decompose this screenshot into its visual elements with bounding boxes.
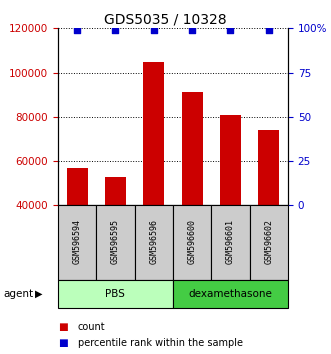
Text: ■: ■ [58, 338, 68, 348]
Bar [67, 168, 88, 294]
Text: GSM596601: GSM596601 [226, 218, 235, 263]
Bar [58, 205, 96, 280]
Point [113, 27, 118, 33]
Text: GSM596600: GSM596600 [188, 218, 197, 263]
Bar [173, 280, 288, 308]
Bar [258, 130, 279, 294]
Text: dexamethasone: dexamethasone [189, 289, 272, 299]
Bar [173, 205, 211, 280]
Bar [182, 92, 203, 294]
Point [266, 27, 271, 33]
Bar [143, 62, 164, 294]
Text: GDS5035 / 10328: GDS5035 / 10328 [104, 12, 227, 27]
Text: count: count [78, 322, 105, 332]
Bar [250, 205, 288, 280]
Point [74, 27, 80, 33]
Point [189, 27, 195, 33]
Text: GSM596602: GSM596602 [264, 218, 273, 263]
Bar [58, 280, 173, 308]
Point [228, 27, 233, 33]
Text: GSM596594: GSM596594 [72, 218, 82, 263]
Bar [220, 115, 241, 294]
Bar [96, 205, 135, 280]
Text: percentile rank within the sample: percentile rank within the sample [78, 338, 243, 348]
Text: PBS: PBS [106, 289, 125, 299]
Text: ■: ■ [58, 322, 68, 332]
Text: ▶: ▶ [35, 289, 42, 299]
Point [151, 27, 157, 33]
Text: agent: agent [3, 289, 33, 299]
Text: GSM596595: GSM596595 [111, 218, 120, 263]
Bar [211, 205, 250, 280]
Bar [135, 205, 173, 280]
Text: GSM596596: GSM596596 [149, 218, 158, 263]
Bar [105, 177, 126, 294]
